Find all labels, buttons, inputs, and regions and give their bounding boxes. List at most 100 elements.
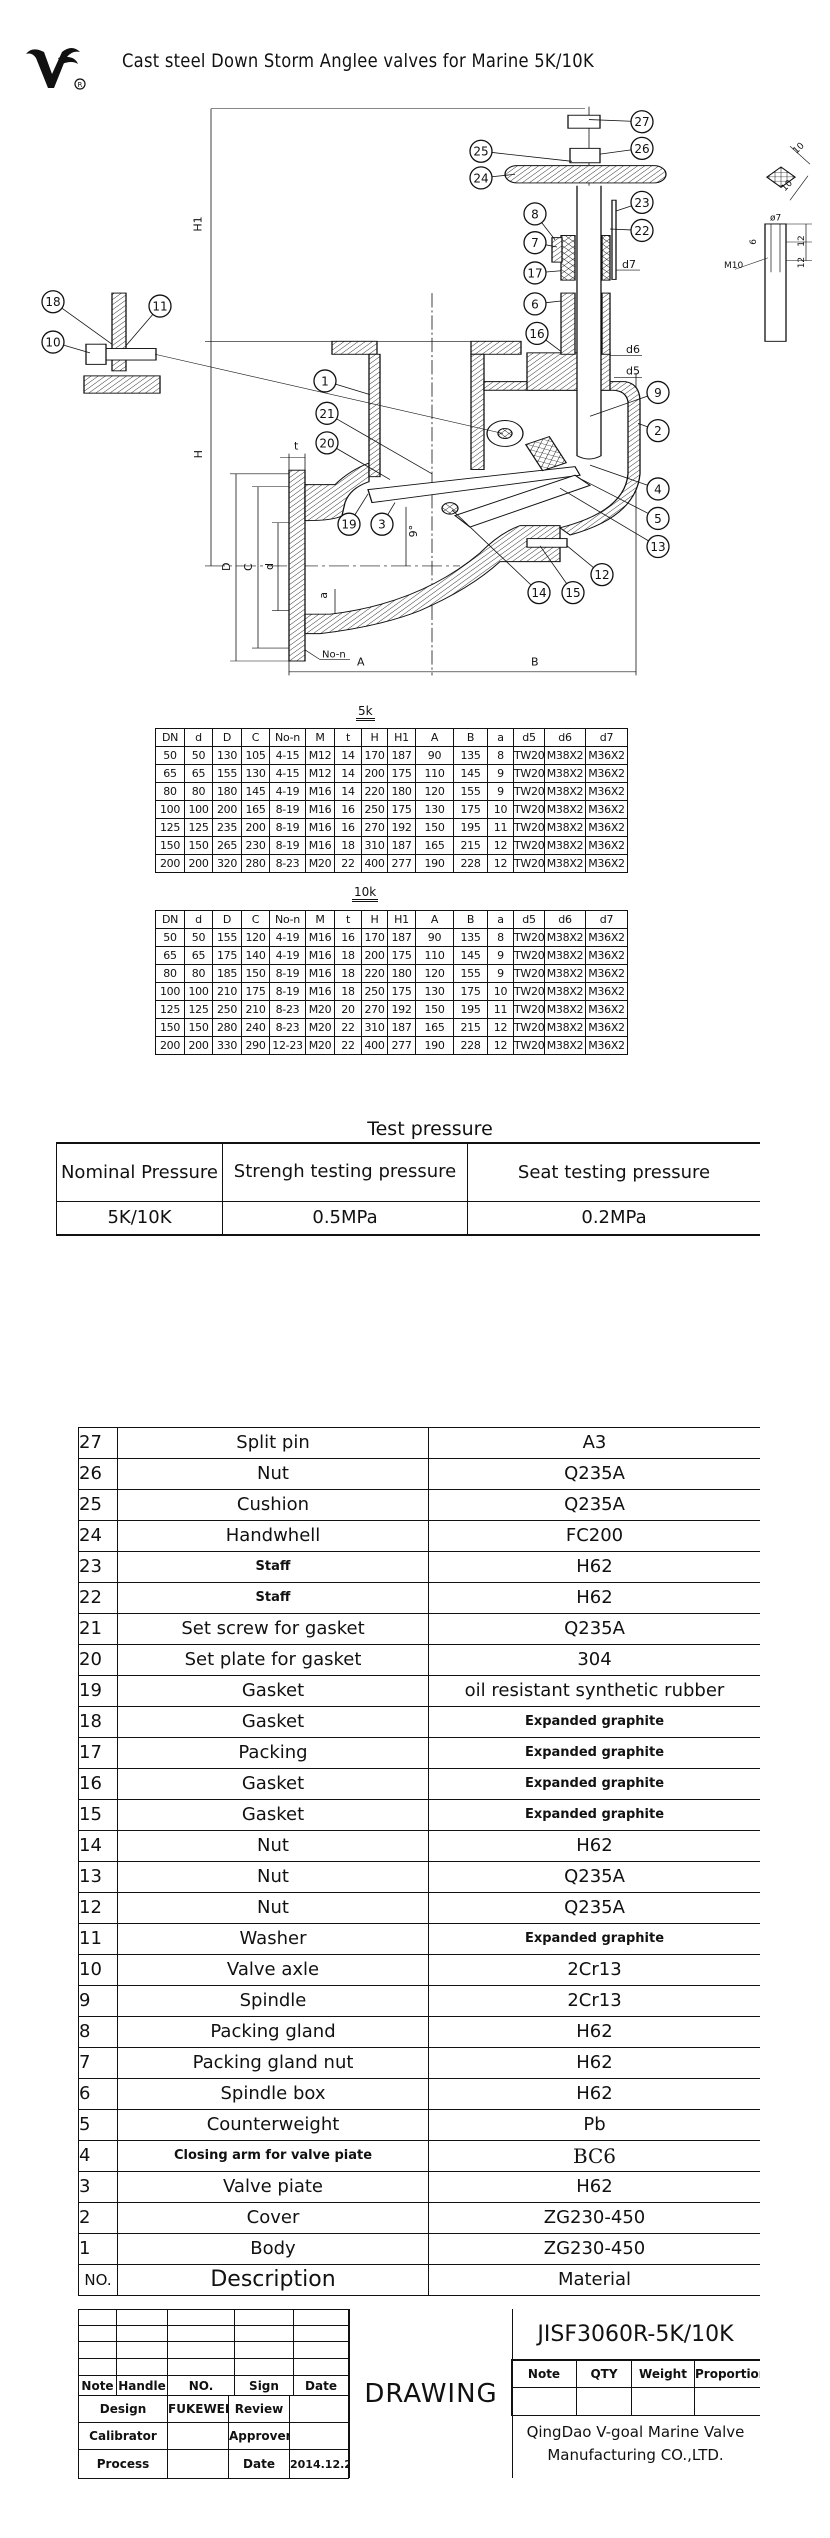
table-cell: M12 xyxy=(305,746,335,765)
table-cell: 4-15 xyxy=(269,746,306,765)
balloon-number: 18 xyxy=(45,295,60,309)
table-cell: 330 xyxy=(212,1036,242,1055)
spindle xyxy=(576,185,602,460)
bolt-12 xyxy=(526,538,568,548)
table-cell: 175 xyxy=(387,982,416,1001)
table-cell: 220 xyxy=(361,782,388,801)
part-description: Gasket xyxy=(117,1675,429,1707)
table-cell: 175 xyxy=(453,982,488,1001)
part-number: 27 xyxy=(78,1427,118,1459)
balloon-circle xyxy=(313,369,337,393)
table-cell: 10 xyxy=(487,982,514,1001)
column-header: D xyxy=(212,728,242,747)
table-cell: 18 xyxy=(334,836,362,855)
parts-row: 26 Nut Q235A xyxy=(78,1458,760,1490)
parts-row: 7 Packing gland nut H62 xyxy=(78,2047,760,2079)
part-description: Nut xyxy=(117,1458,429,1490)
part-material: 2Cr13 xyxy=(428,1985,760,2017)
table-cell: TW20 xyxy=(513,964,545,983)
column-header: d xyxy=(184,910,213,929)
table-row: 65 65 155 130 4-15 M12 14 200 175 110 145 9 TW20 M38X… xyxy=(155,764,628,783)
table-cell: 16 xyxy=(334,818,362,837)
table-cell: M20 xyxy=(305,1036,335,1055)
table-cell: 9 xyxy=(487,764,514,783)
parts-row: 14 Nut H62 xyxy=(78,1830,760,1862)
table-cell: 175 xyxy=(387,800,416,819)
balloon-circle xyxy=(646,380,670,405)
table-cell: TW20 xyxy=(513,1036,545,1055)
part-description: Set screw for gasket xyxy=(117,1613,429,1645)
part-material: BC6 xyxy=(428,2140,760,2172)
table-cell: 100 xyxy=(155,800,185,819)
part-description: Packing gland nut xyxy=(117,2047,429,2079)
part-description: Spindle box xyxy=(117,2078,429,2110)
balloon-number: 16 xyxy=(529,327,544,341)
table-cell: M36X2 xyxy=(585,1000,628,1019)
parts-row: 23 Staff H62 xyxy=(78,1551,760,1583)
table-cell: 150 xyxy=(415,818,454,837)
part-number: 6 xyxy=(78,2078,118,2110)
balloon-number: 12 xyxy=(594,568,609,582)
table-cell: 8-19 xyxy=(269,982,306,1001)
balloon-number: 15 xyxy=(565,586,580,600)
parts-row: 21 Set screw for gasket Q235A xyxy=(78,1613,760,1645)
balloon-number: 17 xyxy=(527,266,542,280)
balloon-11: 11 xyxy=(125,294,172,346)
table-cell: 135 xyxy=(453,928,488,947)
dim-label-H: H xyxy=(192,450,205,458)
balloon-leader xyxy=(566,545,594,568)
table-cell: 130 xyxy=(212,746,242,765)
table-cell: 155 xyxy=(453,782,488,801)
table-cell: 175 xyxy=(387,764,416,783)
table-cell: 400 xyxy=(361,1036,388,1055)
table-cell: 185 xyxy=(212,964,242,983)
balloon-leader xyxy=(589,395,648,417)
balloon-circle xyxy=(337,512,361,536)
table-cell: 8-19 xyxy=(269,836,306,855)
part-description: Split pin xyxy=(117,1427,429,1459)
table-cell: M38X2 xyxy=(544,836,586,855)
part-material: A3 xyxy=(428,1427,760,1459)
balloon-circle xyxy=(646,477,670,501)
part-material: Q235A xyxy=(428,1861,760,1893)
test-pressure-title: Test pressure xyxy=(367,1118,493,1140)
table-cell: 105 xyxy=(241,746,270,765)
pin-rod xyxy=(764,223,787,342)
balloon-17: 17 xyxy=(523,261,562,285)
table-cell: 110 xyxy=(415,764,454,783)
part-material: Expanded graphite xyxy=(428,1923,760,1955)
table-cell: 4-19 xyxy=(269,782,306,801)
company-line-2: Manufacturing CO.,LTD. xyxy=(547,2446,724,2464)
parts-row: 25 Cushion Q235A xyxy=(78,1489,760,1521)
part-description: Packing xyxy=(117,1737,429,1769)
parts-row: 24 Handwhell FC200 xyxy=(78,1520,760,1552)
staff xyxy=(611,199,617,280)
balloon-27: 27 xyxy=(588,110,654,134)
part-material: Expanded graphite xyxy=(428,1706,760,1738)
balloon-10: 10 xyxy=(41,330,91,354)
balloon-15: 15 xyxy=(539,545,585,605)
table-10k-label: 10k xyxy=(352,886,379,902)
table-row: 150 150 280 240 8-23 M20 22 310 187 165 215 12 TW20 M… xyxy=(155,1018,628,1037)
balloon-circle xyxy=(590,562,614,587)
table-cell: 200 xyxy=(155,854,185,873)
balloon-leader xyxy=(541,222,556,241)
balloon-circle xyxy=(148,294,172,318)
table-cell: M36X2 xyxy=(585,1036,628,1055)
part-material: ZG230-450 xyxy=(428,2233,760,2265)
table-cell: 290 xyxy=(241,1036,270,1055)
part-number: 23 xyxy=(78,1551,118,1583)
table-cell: 170 xyxy=(361,928,388,947)
parts-row: 18 Gasket Expanded graphite xyxy=(78,1706,760,1738)
table-row: 125 125 250 210 8-23 M20 20 270 192 150 195 11 TW20 M… xyxy=(155,1000,628,1019)
table-cell: 155 xyxy=(453,964,488,983)
part-number: 15 xyxy=(78,1799,118,1831)
column-header: d7 xyxy=(585,728,628,747)
table-cell: 145 xyxy=(241,782,270,801)
table-cell: 280 xyxy=(241,854,270,873)
balloon-leader xyxy=(491,152,573,162)
review-value xyxy=(289,2395,349,2423)
dim-label-d6: d6 xyxy=(626,343,640,356)
part-number: 3 xyxy=(78,2171,118,2203)
parts-row: 19 Gasket oil resistant synthetic rubber xyxy=(78,1675,760,1707)
